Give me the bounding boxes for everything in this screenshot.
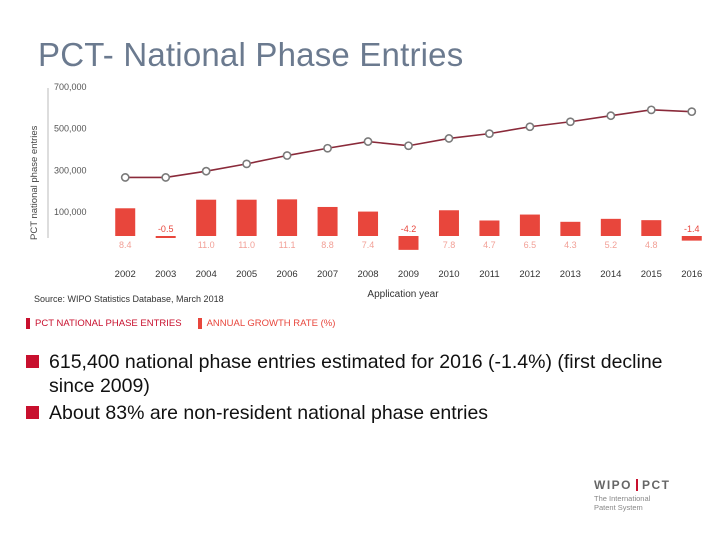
y-tick-label: 300,000: [54, 165, 87, 175]
bullet-list: 615,400 national phase entries estimated…: [26, 350, 666, 428]
chart-legend: PCT NATIONAL PHASE ENTRIES ANNUAL GROWTH…: [26, 318, 335, 329]
x-tick-label: 2013: [560, 269, 581, 280]
x-tick-label: 2005: [236, 269, 257, 280]
growth-data-label: 7.4: [362, 240, 375, 250]
entries-point: [201, 166, 211, 176]
growth-data-label: -4.2: [401, 224, 417, 234]
growth-data-label: 11.0: [238, 240, 255, 250]
legend-item-entries[interactable]: PCT NATIONAL PHASE ENTRIES: [26, 318, 182, 329]
bullet-text: 615,400 national phase entries estimated…: [49, 351, 663, 397]
growth-data-label: 7.8: [443, 240, 456, 250]
entries-point: [565, 117, 575, 127]
entries-point: [282, 151, 292, 160]
entries-point: [242, 159, 252, 169]
square-bullet-icon: [26, 355, 39, 368]
growth-bar: [196, 199, 217, 236]
x-tick-label: 2006: [277, 269, 298, 280]
wipo-pct-logo: WIPO PCT The International Patent System: [594, 478, 674, 512]
growth-data-label: -0.5: [158, 224, 174, 234]
logo-tagline: The International Patent System: [594, 494, 651, 512]
x-axis-title: Application year: [367, 289, 439, 300]
entries-point: [485, 129, 494, 139]
entries-point: [646, 105, 656, 115]
y-axis-title: PCT national phase entries: [29, 125, 40, 240]
growth-bar: [438, 210, 459, 236]
x-tick-label: 2010: [438, 269, 459, 280]
growth-bar: [236, 199, 257, 236]
growth-data-label: 5.2: [605, 240, 618, 250]
slide-title: PCT- National Phase Entries: [38, 36, 464, 73]
growth-bar: [398, 236, 419, 250]
entries-point: [606, 111, 616, 121]
growth-bar: [560, 221, 581, 236]
bullet-item: About 83% are non-resident national phas…: [26, 401, 666, 425]
legend-item-growth[interactable]: ANNUAL GROWTH RATE (%): [197, 318, 336, 329]
x-tick-label: 2003: [155, 269, 176, 280]
x-tick-label: 2016: [681, 269, 702, 280]
entries-point: [161, 173, 171, 182]
entries-point: [525, 122, 535, 132]
bullet-item: 615,400 national phase entries estimated…: [26, 350, 666, 398]
logo-divider: [636, 479, 638, 491]
growth-data-label: 6.5: [524, 240, 537, 250]
growth-data-label: 4.3: [564, 240, 577, 250]
y-tick-label: 100,000: [54, 207, 87, 217]
source-note: Source: WIPO Statistics Database, March …: [34, 294, 224, 304]
growth-bar: [519, 214, 540, 236]
x-tick-label: 2011: [479, 269, 499, 280]
growth-data-label: 8.4: [119, 240, 132, 250]
legend-swatch-entries: [26, 318, 30, 329]
legend-swatch-growth: [197, 318, 202, 329]
square-bullet-icon: [26, 406, 39, 419]
x-tick-label: 2007: [317, 269, 338, 280]
growth-bar: [641, 220, 662, 236]
x-tick-label: 2012: [519, 269, 540, 280]
growth-bar: [479, 220, 500, 236]
growth-bar: [681, 236, 702, 241]
logo-wipo: WIPO: [594, 478, 632, 492]
growth-data-label: 8.8: [321, 240, 334, 250]
growth-data-label: -1.4: [684, 224, 700, 234]
entries-point: [444, 134, 454, 143]
x-tick-label: 2004: [196, 269, 217, 280]
logo-pct: PCT: [642, 478, 671, 492]
growth-bar: [317, 206, 338, 236]
growth-bar: [155, 236, 176, 238]
entries-point: [363, 137, 373, 146]
y-tick-label: 700,000: [54, 82, 87, 92]
x-tick-label: 2009: [398, 269, 419, 280]
x-tick-label: 2014: [600, 269, 621, 280]
growth-bar: [358, 211, 379, 236]
growth-data-label: 4.7: [483, 240, 496, 250]
growth-bar: [115, 208, 136, 236]
entries-point: [120, 173, 130, 182]
growth-data-label: 11.1: [279, 240, 296, 250]
bullet-text: About 83% are non-resident national phas…: [49, 402, 489, 424]
y-tick-label: 500,000: [54, 124, 87, 134]
x-tick-label: 2008: [357, 269, 378, 280]
legend-label-entries: PCT NATIONAL PHASE ENTRIES: [35, 318, 182, 329]
growth-bar: [600, 218, 621, 236]
entries-point: [323, 143, 332, 153]
x-tick-label: 2002: [115, 269, 136, 280]
growth-data-label: 4.8: [645, 240, 658, 250]
x-tick-label: 2015: [641, 269, 662, 280]
growth-data-label: 11.0: [198, 240, 215, 250]
entries-point: [687, 107, 697, 117]
chart: 100,000 300,000 500,000 700,000 PCT national…: [29, 82, 702, 300]
legend-label-growth: ANNUAL GROWTH RATE (%): [206, 318, 336, 329]
entries-point: [404, 141, 413, 151]
growth-bar: [277, 199, 298, 236]
